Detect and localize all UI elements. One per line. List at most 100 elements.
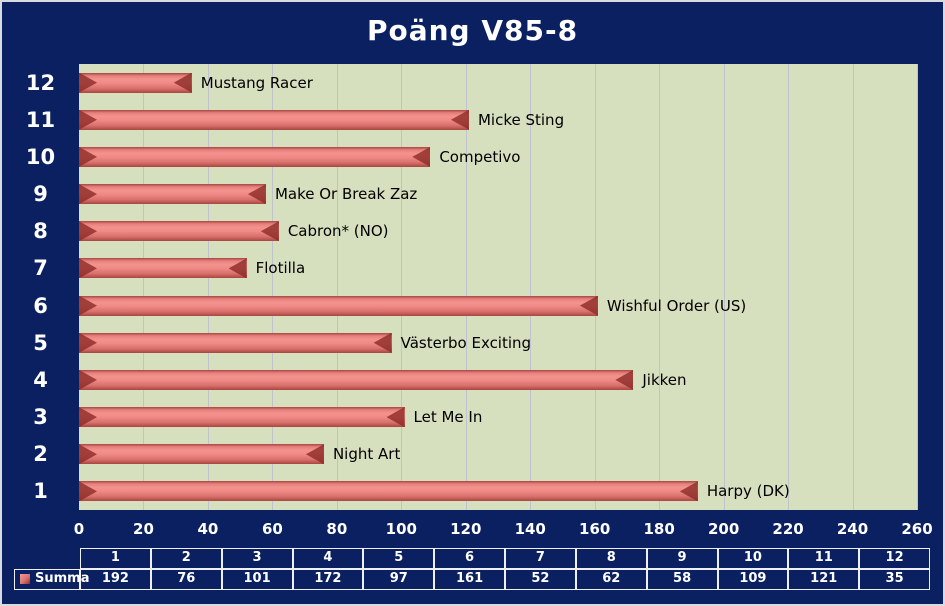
table-value-cell: 35 <box>859 569 930 590</box>
bar-3 <box>79 407 405 428</box>
gridline <box>143 64 145 510</box>
y-axis-label: 5 <box>33 330 48 355</box>
y-axis-labels: 12 11 10 9 8 7 6 5 4 3 2 1 <box>2 64 79 510</box>
table-value-cell: 97 <box>363 569 435 590</box>
table-header-cell: 4 <box>292 548 364 569</box>
table-value-cell: 76 <box>150 569 222 590</box>
table-value-cell: 62 <box>575 569 647 590</box>
gridline <box>530 64 532 510</box>
y-axis-label: 10 <box>25 144 56 169</box>
table-value-cell: 101 <box>221 569 293 590</box>
bar-row: Västerbo Exciting <box>79 324 917 361</box>
gridline <box>336 64 338 510</box>
chart-title: Poäng V85-8 <box>366 14 579 47</box>
y-axis-label: 9 <box>33 182 48 207</box>
bar-2 <box>79 444 324 465</box>
bar-5 <box>79 332 392 353</box>
x-axis-label: 40 <box>197 520 219 538</box>
series-legend-key-icon <box>20 574 30 584</box>
x-axis-label: 200 <box>707 520 740 538</box>
gridline <box>659 64 661 510</box>
x-axis-label: 260 <box>901 520 933 538</box>
bar-6 <box>79 295 598 316</box>
gridline <box>852 64 854 510</box>
x-axis-label: 120 <box>450 520 482 538</box>
bar-7 <box>79 258 247 279</box>
table-value-cell: 52 <box>505 569 576 590</box>
table-header-cell: 8 <box>575 548 647 569</box>
bar-row: Mustang Racer <box>79 64 917 101</box>
x-axis-labels: 0 20 40 60 80 100 120 140 160 180 200 220 240 260 <box>74 518 933 540</box>
bar-row: Night Art <box>79 436 917 473</box>
y-axis-label: 11 <box>25 107 56 132</box>
data-table: 1 2 3 4 5 6 7 8 9 10 11 12 Summa 192 76 101 172 97 161 52 62… <box>14 548 930 590</box>
bar-row: Cabron* (NO) <box>79 213 917 250</box>
bar-label: Night Art <box>332 445 401 464</box>
bar-row: Make Or Break Zaz <box>79 176 917 213</box>
gridline <box>465 64 467 510</box>
bar-label: Mustang Racer <box>200 73 313 92</box>
table-header-cell: 2 <box>150 548 222 569</box>
gridline <box>788 64 790 510</box>
table-value-cell: 109 <box>717 569 789 590</box>
y-axis-label: 2 <box>33 442 48 467</box>
bar-row: Let Me In <box>79 399 917 436</box>
table-header-cell: 3 <box>221 548 293 569</box>
bar-label: Västerbo Exciting <box>400 333 532 352</box>
table-header-cell: 1 <box>80 548 151 569</box>
bar-10 <box>79 146 431 167</box>
table-value-cell: 58 <box>646 569 718 590</box>
bar-row: Competivo <box>79 138 917 175</box>
bar-row: Flotilla <box>79 250 917 287</box>
bar-label: Competivo <box>439 147 521 166</box>
table-value-cell: 192 <box>80 569 151 590</box>
y-axis-label: 3 <box>33 405 48 430</box>
table-header-cell: 10 <box>717 548 789 569</box>
plot-area: Mustang Racer Micke Sting Competivo Make Or… <box>79 64 918 510</box>
bar-row: Jikken <box>79 361 917 398</box>
y-axis-label: 8 <box>33 219 48 244</box>
y-axis-label: 7 <box>33 256 48 281</box>
gridline <box>272 64 274 510</box>
table-value-cell: 172 <box>292 569 364 590</box>
table-header-cell: 12 <box>859 548 930 569</box>
y-axis-label: 6 <box>33 293 48 318</box>
bar-label: Jikken <box>642 370 687 389</box>
bar-label: Wishful Order (US) <box>606 296 747 315</box>
x-axis-label: 100 <box>385 520 417 538</box>
table-corner-cell <box>14 548 80 569</box>
table-value-cell: 121 <box>788 569 860 590</box>
x-axis-label: 80 <box>326 520 348 538</box>
x-axis-label: 140 <box>514 520 546 538</box>
bar-label: Make Or Break Zaz <box>274 185 418 204</box>
table-header-cell: 7 <box>505 548 576 569</box>
bar-4 <box>79 369 634 390</box>
table-value-cell: 161 <box>434 569 505 590</box>
bar-1 <box>79 481 698 502</box>
x-axis-label: 60 <box>261 520 283 538</box>
bar-row: Micke Sting <box>79 101 917 138</box>
y-axis-label: 1 <box>33 479 48 504</box>
bar-11 <box>79 109 469 130</box>
bar-label: Flotilla <box>255 259 306 278</box>
bar-12 <box>79 72 192 93</box>
y-axis-label: 4 <box>33 367 48 392</box>
table-header-cell: 11 <box>788 548 860 569</box>
table-row-label: Summa <box>14 569 89 590</box>
table-header-cell: 5 <box>363 548 435 569</box>
x-axis-label: 180 <box>643 520 675 538</box>
y-axis-label: 12 <box>25 70 56 95</box>
bar-row: Wishful Order (US) <box>79 287 917 324</box>
table-header-cell: 6 <box>434 548 505 569</box>
bar-8 <box>79 221 279 242</box>
x-axis-label: 160 <box>579 520 611 538</box>
series-name: Summa <box>35 571 90 586</box>
bar-label: Let Me In <box>413 408 483 427</box>
x-axis-label: 220 <box>772 520 804 538</box>
bar-row: Harpy (DK) <box>79 473 917 510</box>
gridline <box>401 64 403 510</box>
x-axis-label: 20 <box>133 520 154 538</box>
bar-label: Cabron* (NO) <box>287 222 389 241</box>
gridline <box>207 64 209 510</box>
